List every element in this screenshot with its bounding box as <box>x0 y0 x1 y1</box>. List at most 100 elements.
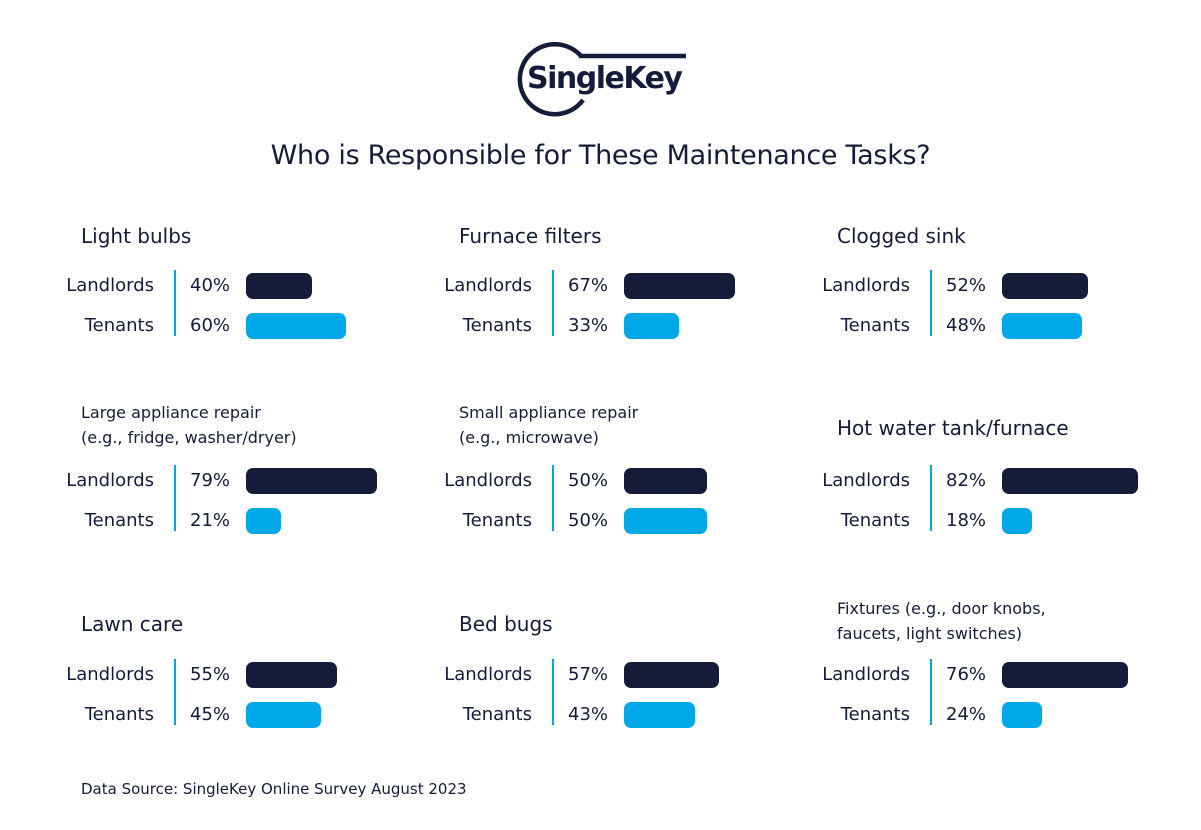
divider-line <box>174 465 176 531</box>
tenants-bar <box>624 508 707 534</box>
panel-title: Large appliance repair (e.g., fridge, wa… <box>81 403 297 447</box>
data-label: 43% <box>568 704 609 725</box>
series-label: Tenants <box>84 315 154 336</box>
tenants-row: Tenants 21% <box>62 507 440 535</box>
tenants-row: Tenants 60% <box>62 312 440 340</box>
panel-title: Small appliance repair (e.g., microwave) <box>459 403 639 447</box>
series-label: Landlords <box>444 470 532 491</box>
divider-line <box>174 659 176 725</box>
singlekey-logo: SingleKey <box>517 41 686 117</box>
data-label: 21% <box>190 510 231 531</box>
chart-panel: Lawn care Landlords 55% Tenants 45% <box>62 604 440 764</box>
divider-line <box>174 270 176 336</box>
panel-title: Hot water tank/furnace <box>837 416 1069 440</box>
chart-panel: Bed bugs Landlords 57% Tenants 43% <box>440 604 818 764</box>
landlords-row: Landlords 57% <box>440 661 818 689</box>
data-source: Data Source: SingleKey Online Survey Aug… <box>81 780 467 798</box>
chart-panel: Hot water tank/furnace Landlords 82% Tenant… <box>818 408 1196 568</box>
chart-panel: Light bulbs Landlords 40% Tenants 60% <box>62 216 440 376</box>
data-label: 40% <box>190 275 231 296</box>
series-label: Landlords <box>822 470 910 491</box>
landlords-row: Landlords 76% <box>818 661 1196 689</box>
landlords-bar <box>246 273 313 299</box>
panel-title: Clogged sink <box>837 224 966 248</box>
tenants-bar <box>624 313 679 339</box>
panel-title: Bed bugs <box>459 612 553 636</box>
landlords-row: Landlords 82% <box>818 467 1196 495</box>
chart-panel: Furnace filters Landlords 67% Tenants 33% <box>440 216 818 376</box>
series-label: Landlords <box>66 470 154 491</box>
panel-title: Furnace filters <box>459 224 602 248</box>
series-label: Landlords <box>66 275 154 296</box>
landlords-bar <box>246 468 378 494</box>
data-label: 82% <box>946 470 987 491</box>
chart-panel: Small appliance repair (e.g., microwave)… <box>440 403 818 568</box>
divider-line <box>552 659 554 725</box>
divider-line <box>930 465 932 531</box>
chart-title: Who is Responsible for These Maintenance… <box>270 140 931 171</box>
chart-panel: Large appliance repair (e.g., fridge, wa… <box>62 403 440 568</box>
data-label: 76% <box>946 664 987 685</box>
data-label: 60% <box>190 315 231 336</box>
panel-title: Lawn care <box>81 612 184 636</box>
data-label: 45% <box>190 704 231 725</box>
series-label: Tenants <box>840 315 910 336</box>
tenants-row: Tenants 18% <box>818 507 1196 535</box>
chart-panel: Clogged sink Landlords 52% Tenants 48% <box>818 216 1196 376</box>
landlords-bar <box>624 273 736 299</box>
tenants-row: Tenants 50% <box>440 507 818 535</box>
landlords-row: Landlords 67% <box>440 272 818 300</box>
tenants-row: Tenants 43% <box>440 701 818 729</box>
tenants-row: Tenants 33% <box>440 312 818 340</box>
tenants-bar <box>246 313 346 339</box>
tenants-bar <box>246 508 281 534</box>
tenants-row: Tenants 24% <box>818 701 1196 729</box>
series-label: Tenants <box>462 315 532 336</box>
data-label: 18% <box>946 510 987 531</box>
divider-line <box>930 270 932 336</box>
landlords-row: Landlords 52% <box>818 272 1196 300</box>
series-label: Tenants <box>84 704 154 725</box>
data-label: 24% <box>946 704 987 725</box>
panel-title: Fixtures (e.g., door knobs, faucets, lig… <box>837 599 1046 643</box>
landlords-bar <box>246 662 338 688</box>
data-label: 67% <box>568 275 609 296</box>
data-label: 52% <box>946 275 987 296</box>
tenants-bar <box>1002 313 1082 339</box>
series-label: Tenants <box>462 510 532 531</box>
data-label: 79% <box>190 470 231 491</box>
tenants-bar <box>1002 702 1042 728</box>
data-label: 33% <box>568 315 609 336</box>
tenants-bar <box>624 702 696 728</box>
data-label: 48% <box>946 315 987 336</box>
series-label: Landlords <box>444 664 532 685</box>
series-label: Tenants <box>840 704 910 725</box>
landlords-bar <box>1002 662 1129 688</box>
landlords-row: Landlords 50% <box>440 467 818 495</box>
series-label: Landlords <box>444 275 532 296</box>
svg-text:SingleKey: SingleKey <box>527 61 683 96</box>
landlords-bar <box>1002 468 1139 494</box>
series-label: Tenants <box>84 510 154 531</box>
series-label: Landlords <box>822 275 910 296</box>
data-label: 57% <box>568 664 609 685</box>
series-label: Landlords <box>822 664 910 685</box>
landlords-bar <box>1002 273 1089 299</box>
divider-line <box>552 270 554 336</box>
panel-title: Light bulbs <box>81 224 192 248</box>
series-label: Tenants <box>462 704 532 725</box>
divider-line <box>552 465 554 531</box>
data-label: 50% <box>568 470 609 491</box>
tenants-bar <box>1002 508 1032 534</box>
series-label: Landlords <box>66 664 154 685</box>
data-label: 50% <box>568 510 609 531</box>
landlords-bar <box>624 662 719 688</box>
landlords-bar <box>624 468 707 494</box>
landlords-row: Landlords 79% <box>62 467 440 495</box>
landlords-row: Landlords 40% <box>62 272 440 300</box>
landlords-row: Landlords 55% <box>62 661 440 689</box>
divider-line <box>930 659 932 725</box>
tenants-row: Tenants 48% <box>818 312 1196 340</box>
chart-panel: Fixtures (e.g., door knobs, faucets, lig… <box>818 599 1196 764</box>
tenants-bar <box>246 702 321 728</box>
